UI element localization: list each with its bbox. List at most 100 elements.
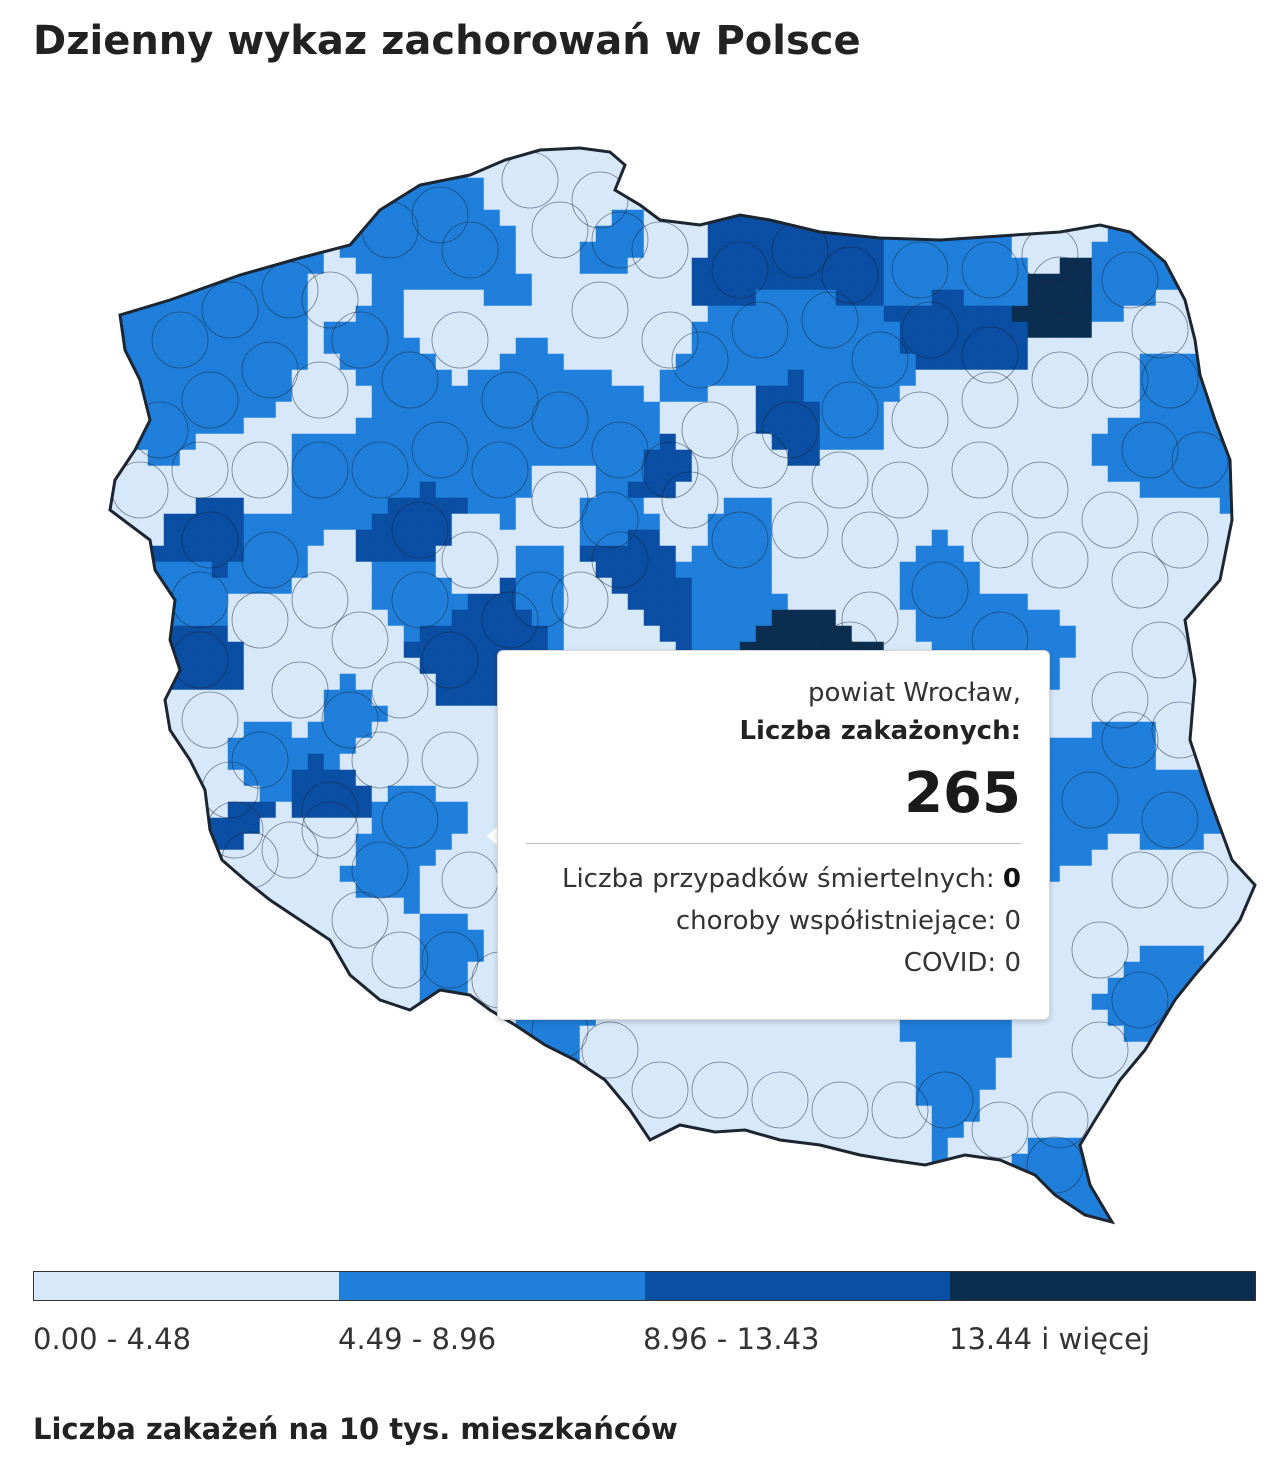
county-cell[interactable]	[451, 1153, 469, 1171]
county-cell[interactable]	[627, 449, 645, 467]
county-cell[interactable]	[1091, 1169, 1109, 1187]
county-cell[interactable]	[323, 753, 341, 771]
county-cell[interactable]	[467, 497, 485, 515]
county-cell[interactable]	[483, 1169, 501, 1187]
county-cell[interactable]	[483, 257, 501, 275]
county-cell[interactable]	[451, 593, 469, 611]
county-cell[interactable]	[499, 609, 517, 627]
county-cell[interactable]	[371, 1169, 389, 1187]
county-cell[interactable]	[691, 1089, 709, 1107]
county-cell[interactable]	[1123, 977, 1141, 995]
county-cell[interactable]	[291, 1025, 309, 1043]
county-cell[interactable]	[1171, 321, 1189, 339]
county-cell[interactable]	[147, 1041, 165, 1059]
county-cell[interactable]	[387, 465, 405, 483]
county-cell[interactable]	[1171, 689, 1189, 707]
county-cell[interactable]	[1059, 177, 1077, 195]
county-cell[interactable]	[179, 641, 197, 659]
county-cell[interactable]	[1171, 209, 1189, 227]
county-cell[interactable]	[1107, 673, 1125, 691]
county-cell[interactable]	[643, 369, 661, 387]
county-cell[interactable]	[851, 545, 869, 563]
county-cell[interactable]	[451, 289, 469, 307]
county-cell[interactable]	[1155, 737, 1173, 755]
county-cell[interactable]	[627, 369, 645, 387]
county-cell[interactable]	[179, 337, 197, 355]
county-cell[interactable]	[147, 161, 165, 179]
county-cell[interactable]	[675, 1105, 693, 1123]
county-cell[interactable]	[643, 1057, 661, 1075]
county-cell[interactable]	[179, 1201, 197, 1219]
county-cell[interactable]	[595, 513, 613, 531]
county-cell[interactable]	[243, 497, 261, 515]
county-cell[interactable]	[835, 577, 853, 595]
county-cell[interactable]	[355, 241, 373, 259]
county-cell[interactable]	[1091, 289, 1109, 307]
county-cell[interactable]	[579, 1201, 597, 1219]
county-cell[interactable]	[499, 417, 517, 435]
county-cell[interactable]	[675, 401, 693, 419]
county-cell[interactable]	[707, 321, 725, 339]
county-cell[interactable]	[931, 561, 949, 579]
county-cell[interactable]	[851, 417, 869, 435]
county-cell[interactable]	[371, 545, 389, 563]
county-cell[interactable]	[835, 305, 853, 323]
county-cell[interactable]	[819, 1153, 837, 1171]
county-cell[interactable]	[1123, 817, 1141, 835]
county-cell[interactable]	[915, 481, 933, 499]
county-cell[interactable]	[1059, 241, 1077, 259]
county-cell[interactable]	[355, 1185, 373, 1203]
county-cell[interactable]	[1011, 289, 1029, 307]
county-cell[interactable]	[323, 193, 341, 211]
county-cell[interactable]	[787, 545, 805, 563]
county-cell[interactable]	[163, 385, 181, 403]
county-cell[interactable]	[275, 433, 293, 451]
county-cell[interactable]	[563, 1201, 581, 1219]
county-cell[interactable]	[323, 1025, 341, 1043]
county-cell[interactable]	[419, 769, 437, 787]
county-cell[interactable]	[195, 897, 213, 915]
county-cell[interactable]	[1091, 225, 1109, 243]
county-cell[interactable]	[339, 369, 357, 387]
county-cell[interactable]	[1187, 945, 1205, 963]
county-cell[interactable]	[1187, 1169, 1205, 1187]
county-cell[interactable]	[915, 369, 933, 387]
county-cell[interactable]	[115, 417, 133, 435]
county-cell[interactable]	[371, 497, 389, 515]
county-cell[interactable]	[1091, 1121, 1109, 1139]
county-cell[interactable]	[163, 993, 181, 1011]
county-cell[interactable]	[1091, 481, 1109, 499]
county-cell[interactable]	[915, 193, 933, 211]
county-cell[interactable]	[115, 1057, 133, 1075]
county-cell[interactable]	[739, 241, 757, 259]
county-cell[interactable]	[259, 577, 277, 595]
county-cell[interactable]	[1139, 161, 1157, 179]
county-cell[interactable]	[100, 801, 117, 819]
county-cell[interactable]	[196, 130, 212, 146]
county-cell[interactable]	[355, 385, 373, 403]
county-cell[interactable]	[179, 1057, 197, 1075]
county-cell[interactable]	[179, 657, 197, 675]
county-cell[interactable]	[1187, 817, 1205, 835]
county-cell[interactable]	[1219, 1057, 1237, 1075]
county-cell[interactable]	[675, 1089, 693, 1107]
county-cell[interactable]	[819, 337, 837, 355]
county-cell[interactable]	[515, 161, 533, 179]
county-cell[interactable]	[131, 961, 149, 979]
county-cell[interactable]	[275, 961, 293, 979]
county-cell[interactable]	[787, 513, 805, 531]
county-cell[interactable]	[100, 1185, 117, 1203]
county-cell[interactable]	[867, 433, 885, 451]
county-cell[interactable]	[355, 1041, 373, 1059]
county-cell[interactable]	[259, 1089, 277, 1107]
county-cell[interactable]	[1251, 1169, 1268, 1187]
county-cell[interactable]	[1075, 1089, 1093, 1107]
county-cell[interactable]	[707, 1089, 725, 1107]
county-cell[interactable]	[835, 369, 853, 387]
county-cell[interactable]	[163, 209, 181, 227]
county-cell[interactable]	[1187, 529, 1205, 547]
county-cell[interactable]	[579, 625, 597, 643]
county-cell[interactable]	[275, 1073, 293, 1091]
county-cell[interactable]	[595, 433, 613, 451]
county-cell[interactable]	[131, 545, 149, 563]
